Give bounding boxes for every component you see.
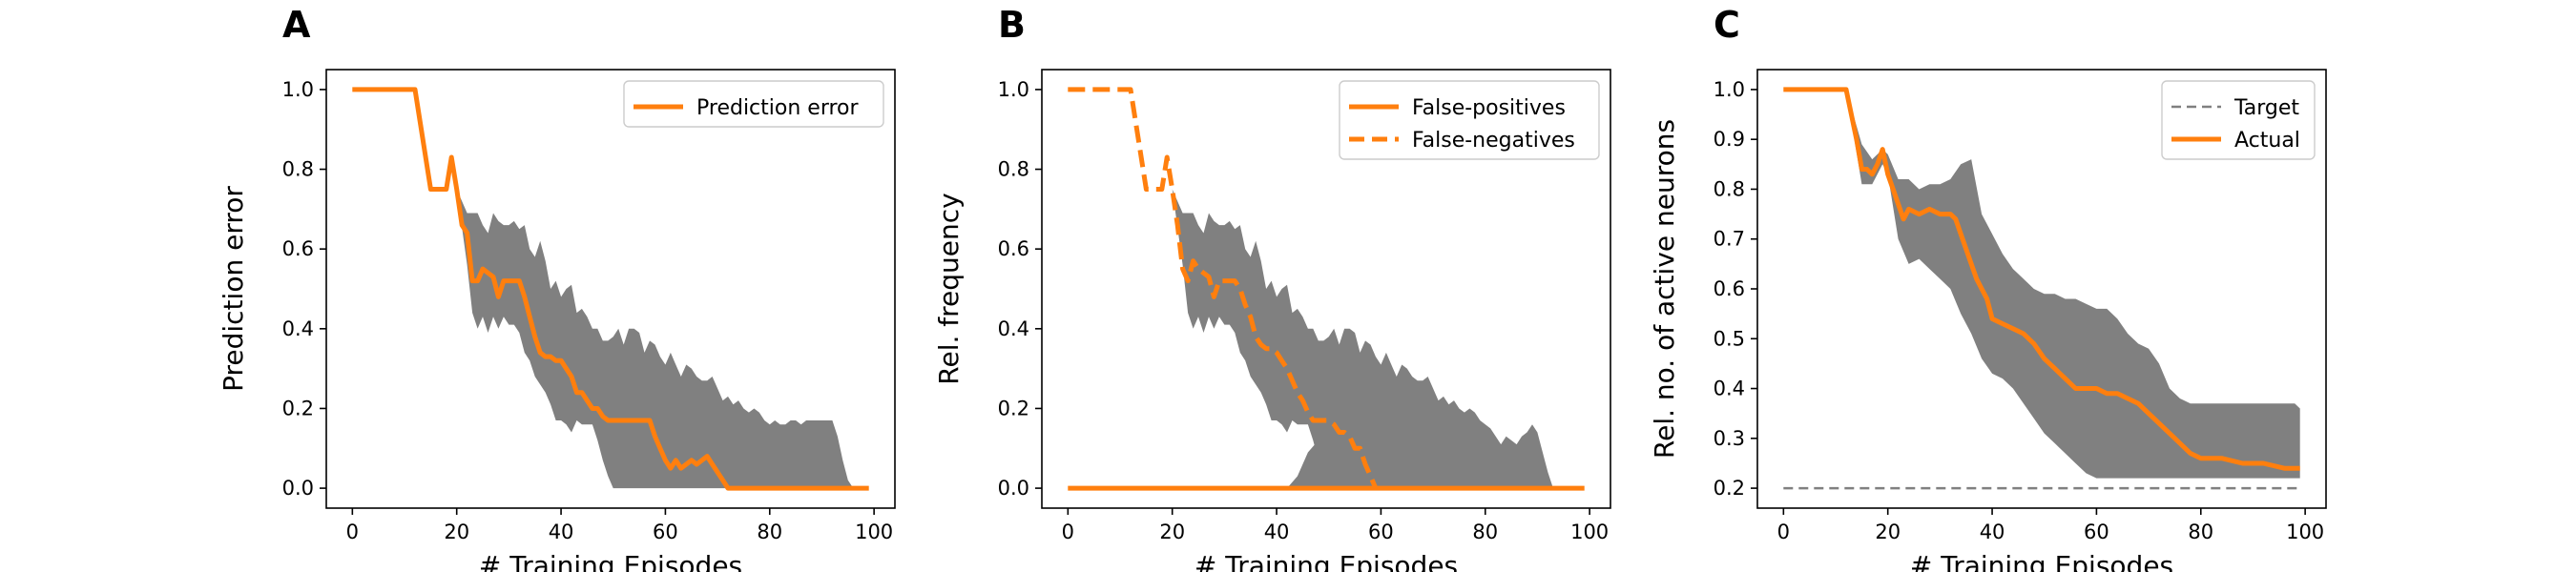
legend-label: False-negatives xyxy=(1412,129,1575,153)
x-tick-label: 100 xyxy=(855,521,893,543)
y-axis-label: Rel. no. of active neurons xyxy=(1649,119,1680,459)
y-axis-label: Rel. frequency xyxy=(933,193,965,384)
panel-label: A xyxy=(282,4,311,46)
x-tick-label: 60 xyxy=(653,521,678,543)
legend-label: Actual xyxy=(2234,129,2300,153)
panel-C: 0 20 40 60 80 100 0.2 0.3 0.4 0.5 0.6 0.7 0.8 0.9 1.0 #… xyxy=(1649,4,2327,572)
y-tick-label: 0.8 xyxy=(1714,177,1745,200)
panel-B: 0 20 40 60 80 100 0.0 0.2 0.4 0.6 0.8 1.0 # Training… xyxy=(933,4,1611,572)
x-tick-label: 20 xyxy=(444,521,469,543)
y-tick-label: 0.5 xyxy=(1714,327,1745,350)
panel-label: C xyxy=(1714,4,1740,46)
x-tick-label: 80 xyxy=(757,521,782,543)
legend-box xyxy=(623,80,884,128)
x-tick-label: 0 xyxy=(1062,521,1074,543)
y-tick-label: 0.2 xyxy=(1714,477,1745,500)
x-tick-label: 60 xyxy=(2084,521,2109,543)
y-tick-label: 1.0 xyxy=(1714,78,1745,101)
y-tick-label: 0.8 xyxy=(282,158,314,181)
panel-label: B xyxy=(998,4,1026,46)
legend: Prediction error xyxy=(623,80,884,128)
x-tick-label: 100 xyxy=(2286,521,2324,543)
std-band xyxy=(1846,89,2300,479)
std-band xyxy=(456,189,864,489)
y-tick-label: 0.2 xyxy=(998,397,1029,419)
legend-label: Prediction error xyxy=(696,96,859,120)
x-tick-label: 80 xyxy=(2188,521,2213,543)
x-tick-label: 20 xyxy=(1875,521,1901,543)
series-line-0 xyxy=(352,87,869,491)
series-line-1 xyxy=(1783,87,2300,471)
y-tick-label: 0.6 xyxy=(1714,277,1745,300)
y-tick-label: 0.0 xyxy=(282,477,314,500)
x-axis-label: # Training Episodes xyxy=(1195,550,1458,572)
x-tick-label: 0 xyxy=(346,521,359,543)
x-tick-label: 100 xyxy=(1570,521,1609,543)
y-tick-label: 0.8 xyxy=(998,158,1029,181)
y-tick-label: 0.9 xyxy=(1714,128,1745,151)
x-tick-label: 80 xyxy=(1472,521,1498,543)
legend: Target Actual xyxy=(2161,80,2316,160)
y-tick-label: 1.0 xyxy=(282,78,314,101)
plot-area xyxy=(352,87,869,491)
y-tick-label: 0.6 xyxy=(282,237,314,260)
x-tick-label: 40 xyxy=(549,521,574,543)
axes-frame xyxy=(1041,69,1611,509)
std-band xyxy=(1172,189,1553,489)
x-axis-label: # Training Episodes xyxy=(1910,550,2173,572)
x-tick-label: 20 xyxy=(1159,521,1185,543)
x-tick-label: 40 xyxy=(1980,521,2005,543)
axes-frame xyxy=(325,69,896,509)
panel-A: 0 20 40 60 80 100 0.0 0.2 0.4 0.6 0.8 1.0 # Training… xyxy=(218,4,896,572)
std-band xyxy=(1287,439,1381,489)
legend-label: False-positives xyxy=(1412,96,1566,120)
y-tick-label: 0.7 xyxy=(1714,228,1745,251)
y-tick-label: 0.4 xyxy=(1714,378,1745,400)
x-tick-label: 60 xyxy=(1368,521,1394,543)
y-tick-label: 0.4 xyxy=(282,317,314,340)
y-tick-label: 0.4 xyxy=(998,317,1029,340)
y-tick-label: 0.2 xyxy=(282,397,314,419)
plot-area xyxy=(1783,87,2300,490)
legend-label: Target xyxy=(2233,96,2299,120)
x-tick-label: 0 xyxy=(1777,521,1790,543)
legend-box xyxy=(1339,80,1600,160)
y-tick-label: 0.0 xyxy=(998,477,1029,500)
y-tick-label: 0.6 xyxy=(998,237,1029,260)
x-tick-label: 40 xyxy=(1264,521,1290,543)
x-axis-label: # Training Episodes xyxy=(479,550,742,572)
y-tick-label: 1.0 xyxy=(998,78,1029,101)
series-line-1 xyxy=(1068,87,1379,490)
plot-area xyxy=(1068,87,1585,491)
legend: False-positives False-negatives xyxy=(1339,80,1600,160)
y-axis-label: Prediction error xyxy=(218,186,249,392)
y-tick-label: 0.3 xyxy=(1714,427,1745,450)
